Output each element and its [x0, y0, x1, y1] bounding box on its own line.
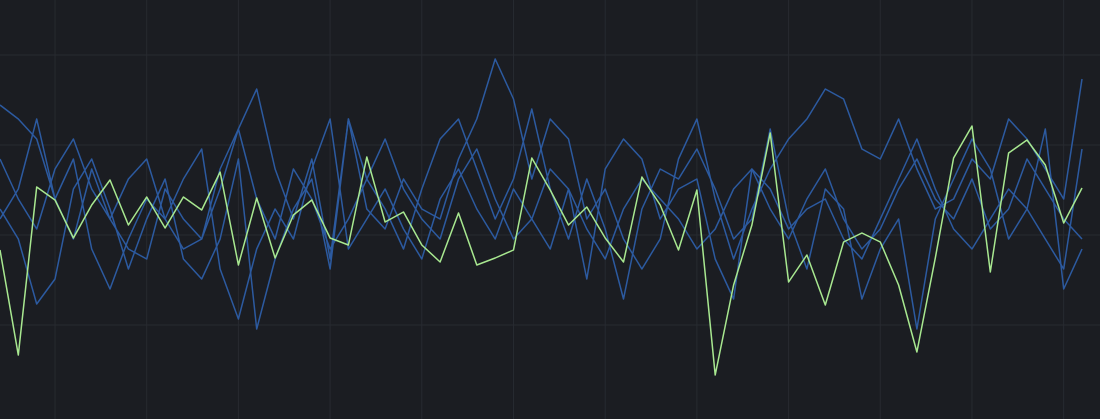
series-line	[0, 125, 1083, 376]
series-line	[0, 108, 1083, 330]
series-line	[0, 128, 1083, 260]
series-line	[0, 118, 1083, 320]
